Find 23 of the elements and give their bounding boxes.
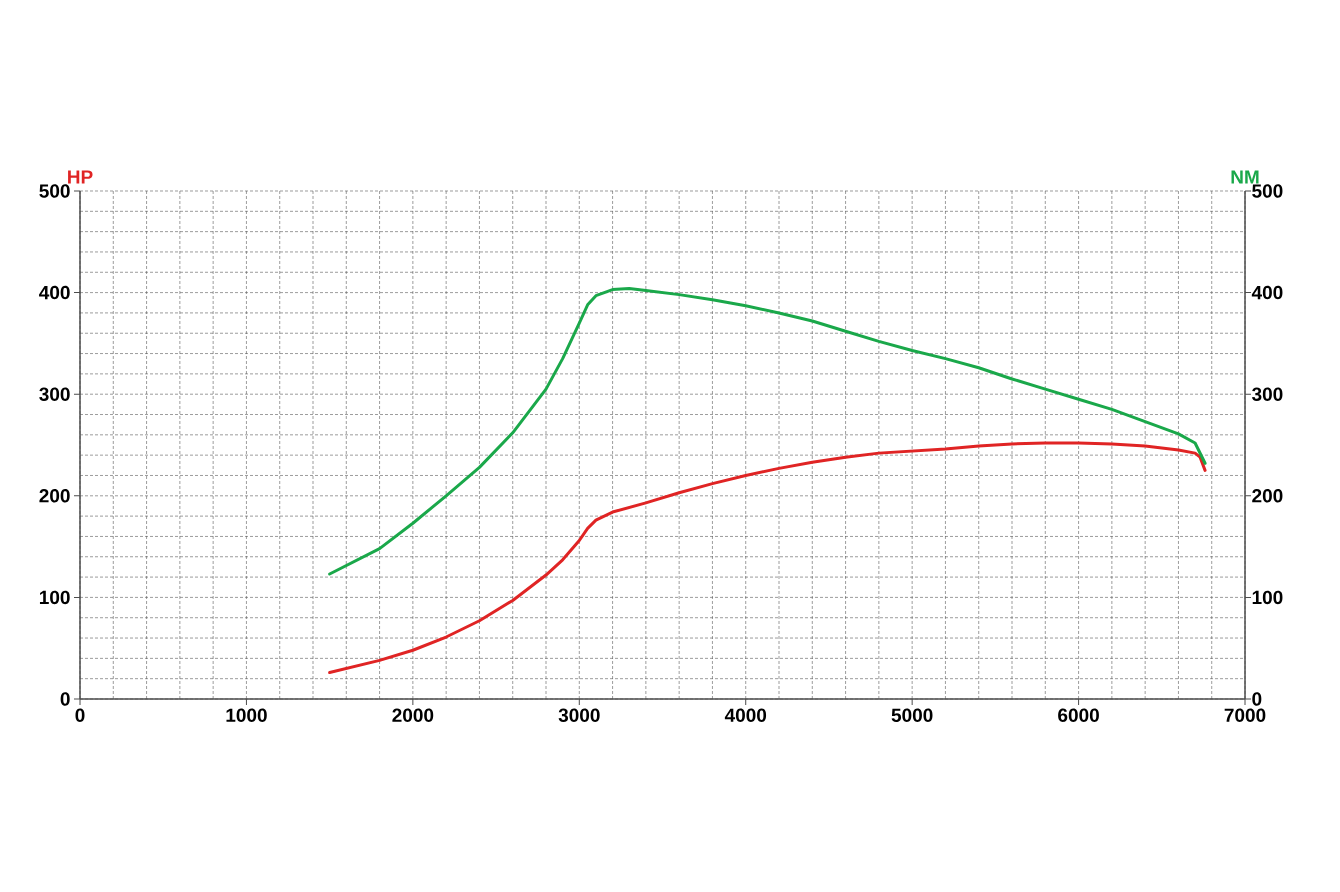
y-tick-label: 300 [39,387,70,401]
y-axis-title: HP [68,170,93,184]
y-tick-label: 200 [39,489,70,503]
y2-tick-label: 100 [1252,590,1283,605]
x-tick-label: 5000 [891,708,933,722]
y2-tick-label: 400 [1251,285,1283,300]
y2-tick-label: 200 [1252,489,1283,503]
y2-axis-title: NM [1231,170,1259,184]
y-tick-label: 100 [39,590,70,605]
y-tick-label: 500 [39,184,70,198]
y2-tick-label: 500 [1252,184,1283,198]
x-tick-label: 3000 [558,708,600,723]
y2-tick-label: 300 [1251,387,1283,401]
x-tick-label: 4000 [724,708,767,722]
x-tick-label: 2000 [392,708,434,722]
x-tick-label: 0 [75,708,85,722]
y2-tick-label: 0 [1252,692,1262,706]
y-tick-label: 0 [60,692,70,706]
x-tick-label: 1000 [226,708,267,722]
x-tick-label: 7000 [1224,708,1266,722]
line-series [328,287,1207,576]
y-tick-label: 400 [39,285,70,300]
x-tick-label: 6000 [1058,708,1099,722]
